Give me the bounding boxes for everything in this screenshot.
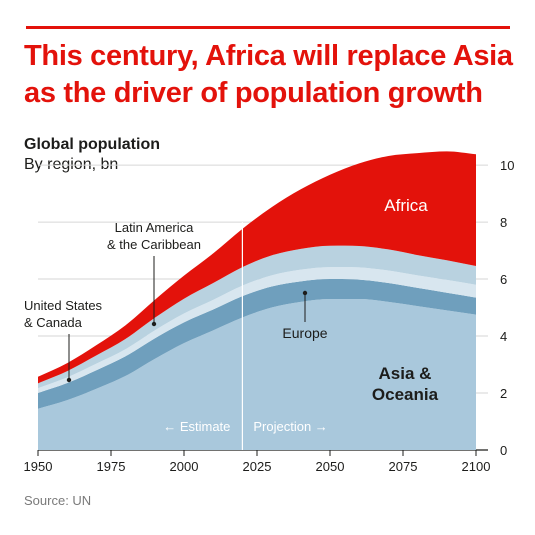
area-asia-oceania (38, 299, 476, 450)
latin-america-label-line2: & the Caribbean (107, 237, 201, 252)
source-note: Source: UN (24, 493, 92, 508)
x-tick-label: 2000 (170, 459, 199, 474)
chart-title: This century, Africa will replace Asia a… (24, 40, 513, 109)
projection-label: Projection → (253, 419, 327, 434)
unit-label: By region, bn (24, 156, 119, 173)
area-latin-america (38, 245, 476, 389)
y-tick-label: 8 (500, 215, 507, 230)
accent-rule (26, 26, 510, 29)
area-us-canada (38, 267, 476, 394)
latin-america-leader-dot (151, 321, 157, 327)
us-canada-leader-dot (66, 377, 72, 383)
x-tick-label: 2025 (243, 459, 272, 474)
us-canada-label-line2: & Canada (24, 315, 83, 330)
x-tick-label: 1975 (97, 459, 126, 474)
asia-label-line2: Oceania (372, 385, 439, 404)
estimate-label: ← Estimate (163, 419, 230, 434)
area-europe (38, 279, 476, 409)
y-tick-label: 10 (500, 158, 514, 173)
y-tick-label: 6 (500, 272, 507, 287)
y-tick-label: 2 (500, 386, 507, 401)
latin-america-label-line1: Latin America (115, 220, 195, 235)
y-tick-label: 4 (500, 329, 507, 344)
x-tick-label: 2100 (462, 459, 491, 474)
asia-label-line1: Asia & (379, 364, 432, 383)
europe-label: Europe (282, 325, 327, 341)
chart-subtitle: Global population (24, 136, 160, 153)
x-tick-label: 1950 (24, 459, 53, 474)
y-tick-label: 0 (500, 443, 507, 458)
us-canada-label-line1: United States (24, 298, 103, 313)
x-tick-label: 2050 (316, 459, 345, 474)
africa-label: Africa (384, 196, 428, 215)
area-africa (38, 151, 476, 384)
europe-leader-dot (302, 290, 308, 296)
x-tick-label: 2075 (389, 459, 418, 474)
